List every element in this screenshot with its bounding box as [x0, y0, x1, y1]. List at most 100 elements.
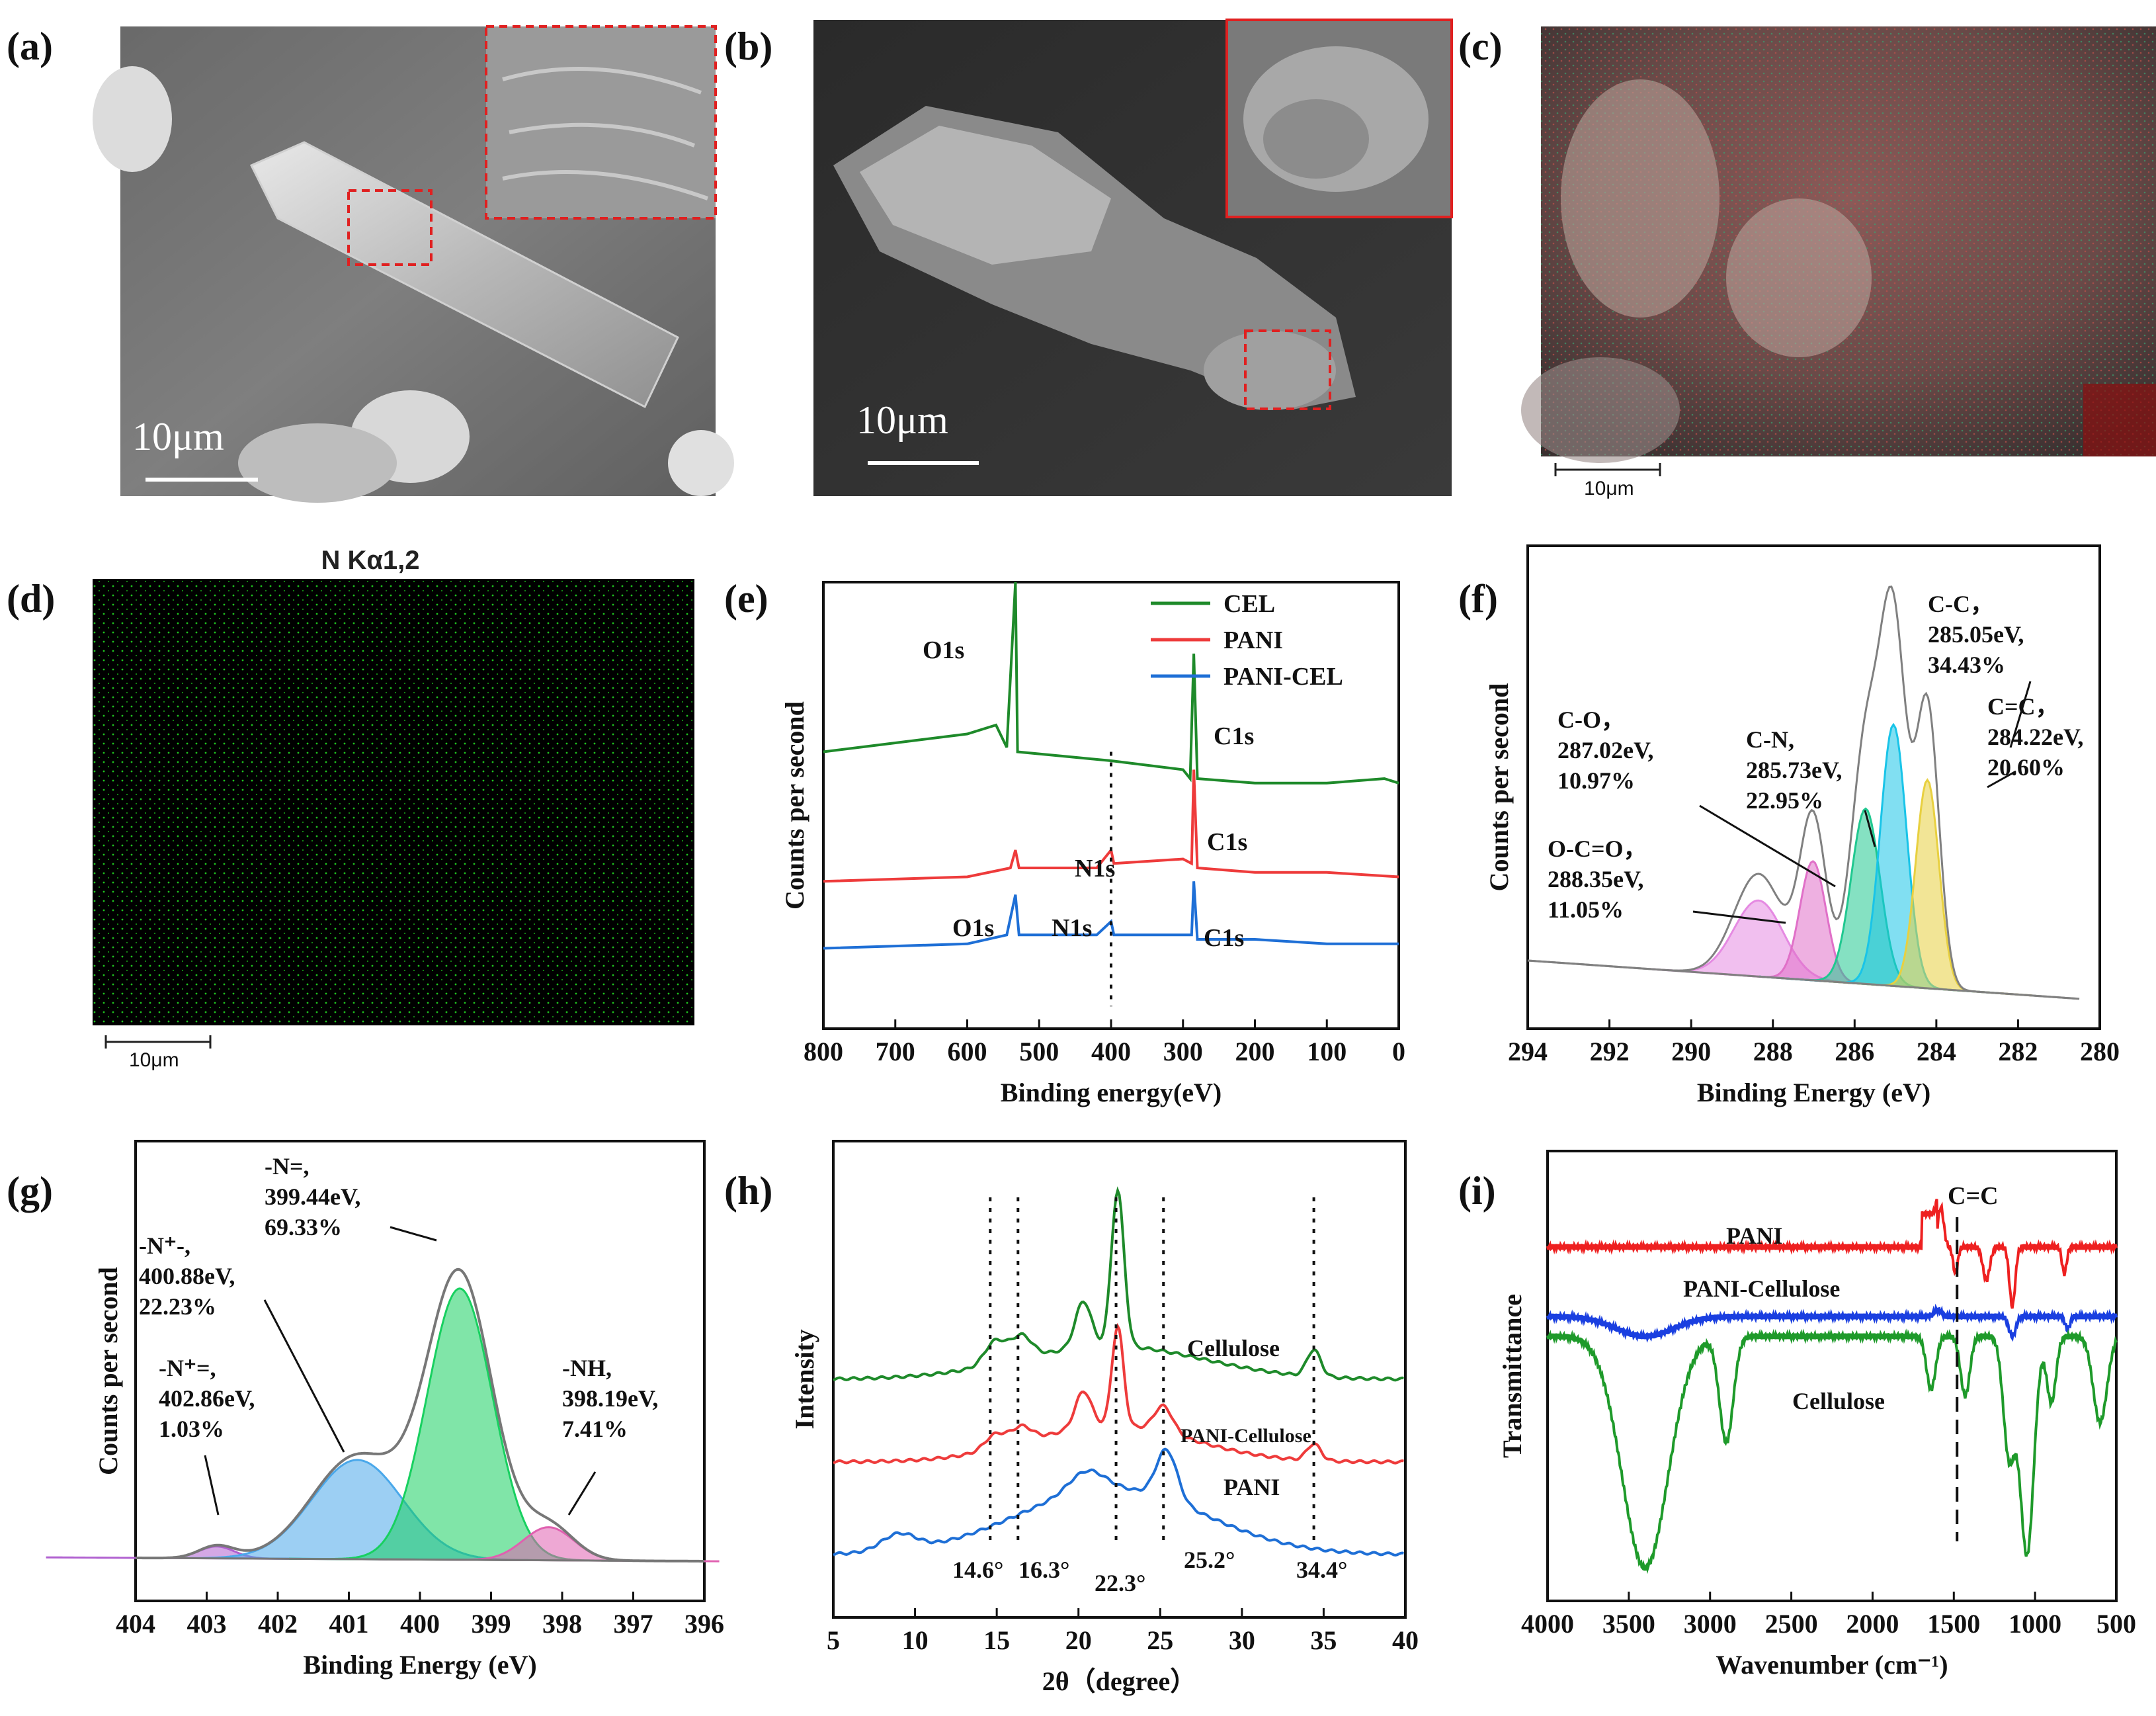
annotation-arrow — [1864, 810, 1876, 847]
legend-label: PANI — [1223, 626, 1283, 654]
series-label: PANI — [1223, 1474, 1280, 1500]
x-tick-label: 30 — [1229, 1625, 1255, 1655]
peak-annotation: 11.05% — [1548, 896, 1624, 923]
peak-annotation: 402.86eV, — [159, 1385, 255, 1412]
x-tick-label: 404 — [116, 1609, 155, 1639]
peak-annotation: -NH, — [562, 1355, 612, 1381]
x-tick-label: 5 — [827, 1625, 840, 1655]
panel-b-scale-label: 10μm — [856, 398, 948, 442]
x-tick-label: 290 — [1671, 1037, 1711, 1066]
x-axis-label: Wavenumber (cm⁻¹) — [1716, 1650, 1948, 1680]
peak-annotation: O-C=O， — [1548, 836, 1647, 862]
series-label: PANI-Cellulose — [1683, 1275, 1840, 1302]
x-tick-label: 800 — [804, 1037, 843, 1066]
panel-b-sem-image — [813, 19, 1453, 496]
series-label: Cellulose — [1187, 1335, 1280, 1361]
x-tick-label: 300 — [1163, 1037, 1203, 1066]
x-axis-label: Binding Energy (eV) — [303, 1650, 536, 1680]
series-line — [833, 1322, 1404, 1465]
x-tick-label: 4000 — [1521, 1609, 1574, 1639]
series-line — [1546, 1328, 2118, 1574]
legend-label: PANI-CEL — [1223, 663, 1343, 691]
panel-g-chart: 404 403 402 401 400 399 398 397 396 Binding Energ… — [46, 1140, 724, 1680]
x-tick-label: 400 — [1091, 1037, 1131, 1066]
series-label: PANI — [1726, 1223, 1782, 1249]
peak-annotation: -N=, — [265, 1153, 310, 1180]
x-axis-label: 2θ（degree） — [1042, 1666, 1196, 1696]
x-tick-label: 280 — [2080, 1037, 2120, 1066]
x-tick-label: 100 — [1307, 1037, 1347, 1066]
x-tick-label: 282 — [1998, 1037, 2038, 1066]
peak-annotation: C-O， — [1557, 707, 1625, 733]
x-tick-label: 200 — [1235, 1037, 1275, 1066]
x-tick-label: 402 — [258, 1609, 298, 1639]
peak-annotation: 398.19eV, — [562, 1385, 658, 1412]
peak-annotation: 1.03% — [159, 1416, 224, 1442]
x-tick-label: 35 — [1310, 1625, 1337, 1655]
peak-annotation: C-C， — [1928, 591, 1994, 617]
panel-d-label: (d) — [7, 577, 55, 621]
panel-a-label: (a) — [7, 24, 53, 68]
series-line — [1546, 1303, 2118, 1343]
panel-h-chart: 5 10 15 20 25 30 35 40 2θ（degree） Intensity 14.6° 1… — [790, 1140, 1419, 1696]
panel-i-label: (i) — [1458, 1169, 1496, 1213]
x-tick-label: 700 — [876, 1037, 915, 1066]
series-line-pani — [823, 769, 1399, 883]
x-tick-label: 3000 — [1684, 1609, 1737, 1639]
plot-frame — [1526, 544, 2101, 1030]
y-axis-label: Counts per second — [1484, 683, 1514, 892]
peak-annotation: 285.73eV, — [1746, 757, 1842, 783]
y-axis-label: Transmittance — [1497, 1294, 1527, 1458]
series-label: Cellulose — [1792, 1388, 1885, 1414]
x-tick-label: 20 — [1065, 1625, 1092, 1655]
x-axis-label: Binding energy(eV) — [1001, 1078, 1222, 1107]
plot-frame — [832, 1140, 1407, 1619]
annotation-arrow — [1987, 770, 2016, 789]
x-tick-label: 397 — [614, 1609, 653, 1639]
x-tick-label: 40 — [1392, 1625, 1419, 1655]
series-label: PANI-Cellulose — [1181, 1425, 1311, 1447]
peak-label: O1s — [952, 914, 994, 942]
guide-label: 25.2° — [1184, 1547, 1235, 1573]
guide-label: 34.4° — [1296, 1557, 1347, 1583]
peak-annotation: -N⁺=, — [159, 1355, 216, 1381]
peak-annotation: 22.95% — [1746, 787, 1823, 814]
peak-annotation: 399.44eV, — [265, 1183, 360, 1210]
x-tick-label: 401 — [329, 1609, 369, 1639]
panel-c-label: (c) — [1458, 24, 1503, 68]
panel-d-scale-label: 10μm — [129, 1049, 179, 1071]
guide-label: 16.3° — [1018, 1557, 1069, 1583]
peak-annotation: 284.22eV, — [1987, 724, 2083, 750]
guide-label: 22.3° — [1095, 1570, 1145, 1596]
series-line — [1546, 1199, 2118, 1309]
peak-annotation: 7.41% — [562, 1416, 628, 1442]
y-axis-label: Counts per second — [780, 701, 809, 910]
panel-a-scale-label: 10μm — [132, 415, 224, 458]
x-tick-label: 15 — [983, 1625, 1010, 1655]
x-tick-label: 25 — [1147, 1625, 1173, 1655]
peak-label: C1s — [1207, 828, 1247, 856]
x-tick-label: 284 — [1917, 1037, 1956, 1066]
panel-c-scale-bar — [1554, 463, 1661, 476]
peak-label: N1s — [1052, 914, 1092, 942]
annotation-arrow — [567, 1471, 597, 1516]
x-tick-label: 500 — [2096, 1609, 2136, 1639]
x-tick-label: 2500 — [1765, 1609, 1818, 1639]
panel-e-label: (e) — [724, 577, 768, 621]
x-tick-label: 396 — [684, 1609, 724, 1639]
peak-annotation: 288.35eV, — [1548, 866, 1643, 892]
panel-g-label: (g) — [7, 1169, 53, 1213]
peak-annotation: 285.05eV, — [1928, 621, 2024, 648]
x-tick-label: 294 — [1508, 1037, 1548, 1066]
peak-annotation: 10.97% — [1557, 767, 1635, 794]
y-axis-label: Intensity — [790, 1329, 819, 1429]
x-tick-label: 400 — [400, 1609, 440, 1639]
series-line-pani-cel — [823, 881, 1399, 950]
peak-label: C1s — [1214, 722, 1254, 750]
peak-annotation: 400.88eV, — [139, 1263, 235, 1289]
x-tick-label: 1000 — [2009, 1609, 2061, 1639]
series-line — [833, 1186, 1404, 1382]
x-tick-label: 292 — [1590, 1037, 1630, 1066]
peak-label: C1s — [1204, 924, 1244, 952]
